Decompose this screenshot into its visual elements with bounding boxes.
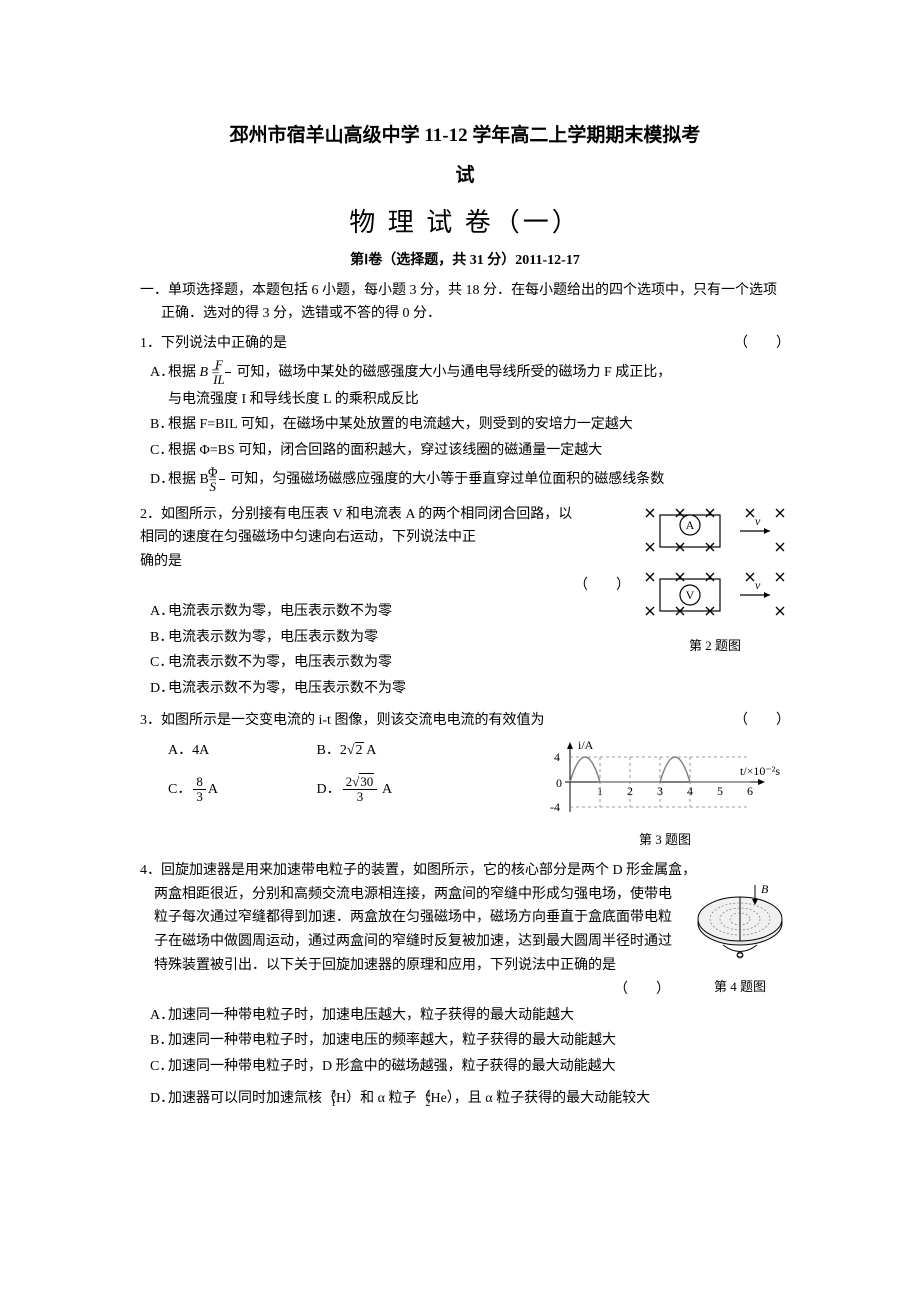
answer-paren: （ ）: [574, 578, 630, 593]
title-line-2: 试: [140, 160, 790, 192]
subtitle: 第Ⅰ卷（选择题，共 31 分）2011-12-17: [140, 249, 790, 273]
answer-paren: （ ）: [734, 332, 790, 356]
q4-caption: 第 4 题图: [690, 976, 790, 998]
q3-option-b: B．22 A: [317, 739, 466, 763]
question-3: 3．如图所示是一交变电流的 i-t 图像，则该交流电电流的有效值为 （ ） i/…: [140, 709, 790, 851]
q1-a-pre: 根据: [168, 365, 200, 380]
q4-figure: B 第 4 题图: [690, 883, 790, 998]
q1-a-line2: 与电流强度 I 和导线长度 L 的乘积成反比: [140, 388, 790, 412]
answer-paren: （ ）: [734, 709, 790, 733]
q3-option-d: D．2303 A: [317, 775, 466, 805]
q4-stem-body: 两盒相距很近，分别和高频交流电源相连接，两盒间的窄缝中形成匀强电场，使带电粒子每…: [154, 887, 672, 973]
q4-option-d: D．加速器可以同时加速氚核（31H）和 α 粒子（42He），且 α 粒子获得的…: [140, 1087, 790, 1111]
q2-stem-2: 相同的速度在匀强磁场中匀速向右运动，下列说法中正确的是: [140, 526, 632, 574]
velocity-label-1: v: [755, 514, 761, 528]
q2-caption: 第 2 题图: [640, 635, 790, 657]
question-2: A v V v: [140, 503, 790, 701]
b-field-label: B: [761, 883, 769, 896]
q2-figure: A v V v: [640, 503, 790, 657]
answer-paren: （ ）: [614, 978, 670, 1002]
x-axis-label: t/×10⁻²s: [740, 764, 780, 778]
q1-a-post: 可知，磁场中某处的磁感强度大小与通电导线所受的磁场力 F 成正比，: [233, 365, 671, 380]
voltmeter-label: V: [686, 588, 695, 602]
q3-figure: i/A t/×10⁻²s 4 0 -4 1 2 3 4 5 6: [540, 737, 790, 851]
q3-option-c: C．83A: [168, 775, 317, 805]
q3-option-a: A．4A: [168, 739, 317, 763]
q1-option-a: A．根据 B = FIL 可知，磁场中某处的磁感强度大小与通电导线所受的磁场力 …: [140, 358, 790, 388]
q1-d-post: 可知，匀强磁场磁感应强度的大小等于垂直穿过单位面积的磁感线条数: [227, 472, 665, 487]
question-4: 4．回旋加速器是用来加速带电粒子的装置，如图所示，它的核心部分是两个 D 形金属…: [140, 859, 790, 1111]
q4-stem-line1: 4．回旋加速器是用来加速带电粒子的装置，如图所示，它的核心部分是两个 D 形金属…: [140, 859, 790, 883]
svg-text:4: 4: [554, 750, 560, 764]
q1-option-d: D．根据 B=ΦS 可知，匀强磁场磁感应强度的大小等于垂直穿过单位面积的磁感线条…: [140, 465, 790, 495]
question-1: 1．下列说法中正确的是 （ ） A．根据 B = FIL 可知，磁场中某处的磁感…: [140, 332, 790, 494]
q1-option-b: B．根据 F=BIL 可知，在磁场中某处放置的电流越大，则受到的安培力一定越大: [140, 413, 790, 437]
svg-text:-4: -4: [550, 800, 560, 814]
svg-text:6: 6: [747, 784, 753, 798]
q3-stem: 3．如图所示是一交变电流的 i-t 图像，则该交流电电流的有效值为: [140, 709, 724, 733]
title-line-3: 物 理 试 卷（一）: [140, 201, 790, 245]
q1-option-c: C．根据 Φ=BS 可知，闭合回路的面积越大，穿过该线圈的磁通量一定越大: [140, 439, 790, 463]
q4-option-b: B．加速同一种带电粒子时，加速电压的频率越大，粒子获得的最大动能越大: [140, 1029, 790, 1053]
y-axis-label: i/A: [578, 738, 594, 752]
section-intro: 一．单项选择题，本题包括 6 小题，每小题 3 分，共 18 分．在每小题给出的…: [140, 279, 790, 327]
ammeter-label: A: [686, 518, 695, 532]
fraction-F-IL: FIL: [225, 358, 231, 388]
q4-option-a: A．加速同一种带电粒子时，加速电压越大，粒子获得的最大动能越大: [140, 1004, 790, 1028]
svg-text:5: 5: [717, 784, 723, 798]
q3-caption: 第 3 题图: [540, 829, 790, 851]
q4-option-c: C．加速同一种带电粒子时，D 形盒中的磁场越强，粒子获得的最大动能越大: [140, 1055, 790, 1079]
velocity-label-2: v: [755, 578, 761, 592]
svg-text:0: 0: [556, 776, 562, 790]
title-line-1: 邳州市宿羊山高级中学 11-12 学年高二上学期期末模拟考: [140, 120, 790, 152]
q2-option-d: D．电流表示数不为零，电压表示数不为零: [140, 677, 790, 701]
fraction-phi-s: ΦS: [219, 465, 225, 495]
q1-stem: 1．下列说法中正确的是: [140, 332, 724, 356]
